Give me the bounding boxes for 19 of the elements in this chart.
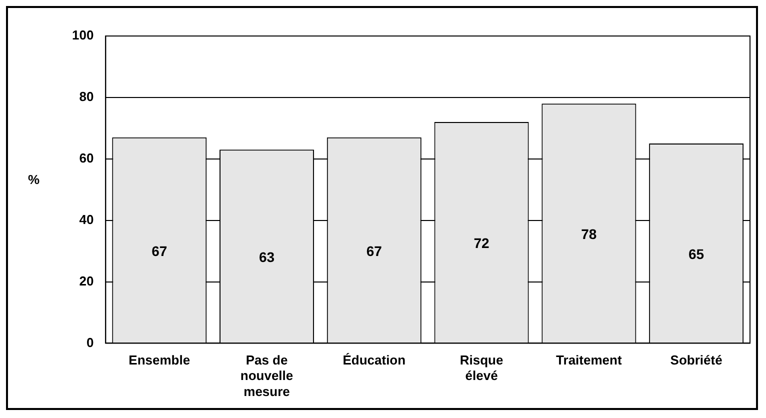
data-label: 67 <box>366 242 382 259</box>
x-tick-label: Risque élevé <box>460 352 504 384</box>
data-label: 78 <box>581 226 597 242</box>
data-label: 63 <box>258 249 275 266</box>
y-tick-label: 20 <box>79 273 94 288</box>
x-tick-label: Sobriété <box>670 352 722 368</box>
y-tick-label: 80 <box>79 89 94 104</box>
x-tick-label: Ensemble <box>128 352 190 368</box>
data-label: 67 <box>152 242 168 259</box>
x-tick-label: Traitement <box>556 352 622 368</box>
y-tick-label: 0 <box>86 334 94 350</box>
x-tick-label: Pas de nouvelle mesure <box>240 352 294 399</box>
y-tick-label: 100 <box>72 28 94 43</box>
x-tick-label: Éducation <box>342 352 406 368</box>
data-label: 65 <box>688 246 704 262</box>
data-label: 72 <box>474 235 490 252</box>
y-tick-label: 60 <box>79 150 94 166</box>
y-tick-label: 40 <box>79 212 94 227</box>
y-axis-title: % <box>28 172 40 187</box>
